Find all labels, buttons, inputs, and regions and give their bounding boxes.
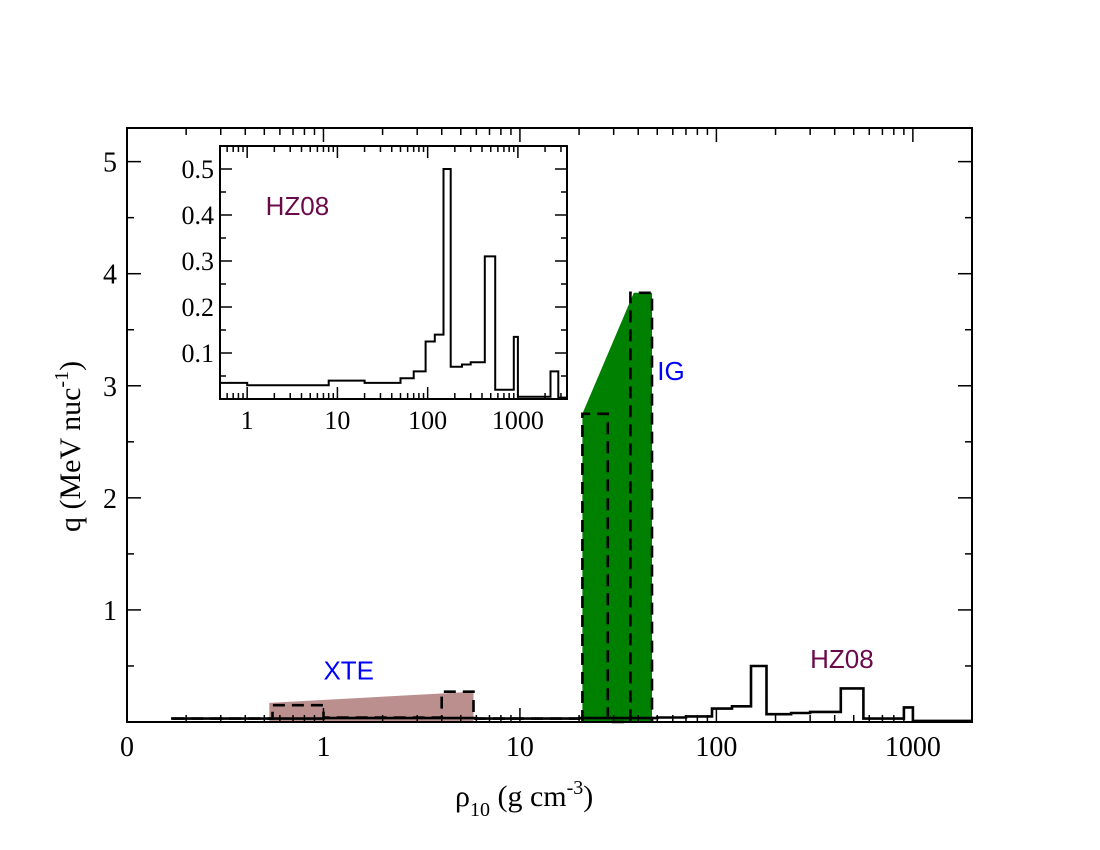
main-x-tick-label: 1 (316, 732, 330, 763)
y-axis-title-main: q (MeV nuc (54, 388, 87, 532)
y-axis-title-superscript: -1 (51, 371, 73, 388)
inset-series (220, 168, 567, 399)
inset-x-tick-label: 100 (408, 406, 447, 435)
x-axis-title-units: (g cm (490, 780, 567, 813)
inset-y-tick-label: 0.4 (182, 201, 215, 230)
main-y-tick-label: 3 (103, 372, 117, 403)
inset-annotations: HZ08 (266, 191, 330, 221)
inset-series-hz08 (220, 168, 567, 399)
main-x-tick-label: 10 (506, 732, 534, 763)
inset-background (220, 146, 567, 399)
x-axis-title-superscript: -3 (567, 777, 584, 799)
inset-y-tick-label: 0.3 (182, 247, 215, 276)
main-x-tick-label: 1000 (885, 732, 941, 763)
main-y-tick-label: 5 (103, 148, 117, 179)
main-plot-frame (126, 127, 973, 723)
inset-x-tick-label: 1 (241, 406, 254, 435)
inset-axis-ticks (219, 146, 567, 399)
main-y-tick-label: 1 (103, 596, 117, 627)
inset-plot-frame (219, 145, 568, 400)
inset-y-tick-label: 0.5 (182, 155, 215, 184)
x-axis-title-symbol: ρ (455, 780, 470, 813)
y-axis-title-end: ) (54, 361, 87, 371)
main-y-tick-label: 4 (103, 260, 117, 291)
inset-annotation-hz08: HZ08 (266, 191, 330, 221)
x-axis-title-subscript: 10 (470, 799, 490, 821)
inset-x-tick-label: 10 (324, 406, 350, 435)
y-axis-title: q (MeV nuc-1) (51, 361, 87, 532)
x-axis-title: ρ10 (g cm-3) (455, 777, 593, 821)
inset-y-tick-label: 0.2 (182, 293, 215, 322)
main-tick-labels: 0 1 10 100 1000 1 2 3 4 5 (103, 148, 941, 763)
main-x-tick-label: 100 (695, 732, 737, 763)
main-band-ig (582, 292, 652, 722)
main-annotations: XTE IG HZ08 (323, 356, 873, 685)
main-annotation-hz08: HZ08 (810, 644, 874, 674)
inset-y-tick-label: 0.1 (182, 339, 215, 368)
inset-tick-labels: 1 10 100 1000 0.1 0.2 0.3 0.4 0.5 (182, 155, 544, 435)
inset-x-tick-label: 1000 (492, 406, 544, 435)
main-x-tick-label: 0 (120, 732, 134, 763)
main-y-tick-label: 2 (103, 484, 117, 515)
main-bands (269, 292, 652, 722)
main-annotation-ig: IG (657, 356, 684, 386)
main-band-xte (269, 691, 474, 722)
main-annotation-xte: XTE (323, 655, 374, 685)
x-axis-title-end: ) (583, 780, 593, 813)
main-axis-ticks (126, 128, 973, 722)
